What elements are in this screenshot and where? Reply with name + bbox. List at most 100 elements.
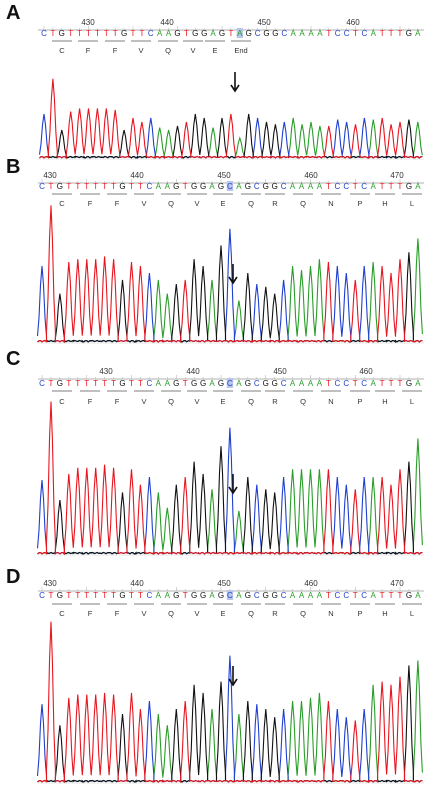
panel-c: C 430 440 450 460 C T G T T T T T T G T T C A A G T G G A G C A G C G… (0, 348, 428, 564)
base-letter: C (227, 379, 233, 388)
base-letter: A (165, 591, 171, 600)
trace-t (37, 205, 423, 344)
base-letter: A (156, 379, 162, 388)
base-letter: T (398, 29, 403, 38)
amino-acid-label: F (88, 199, 93, 208)
ruler-label: 440 (130, 579, 144, 588)
base-letter: C (147, 379, 153, 388)
base-letter: A (210, 29, 216, 38)
base-letter: A (299, 29, 305, 38)
base-letter: G (218, 379, 224, 388)
ruler-label: 450 (257, 18, 271, 27)
base-letter: T (93, 182, 98, 191)
amino-acid-label: H (382, 397, 387, 406)
base-letter: C (343, 182, 349, 191)
base-letter: G (272, 29, 278, 38)
amino-acid-label: L (410, 199, 414, 208)
base-letter: C (39, 591, 45, 600)
base-letter: T (183, 182, 188, 191)
base-letter: C (148, 29, 154, 38)
base-letter: T (326, 29, 331, 38)
ruler-label: 430 (43, 171, 57, 180)
base-letter: G (119, 591, 125, 600)
amino-acid-label: C (59, 609, 65, 618)
base-letter: A (290, 182, 296, 191)
base-letter: T (353, 29, 358, 38)
ruler-label: 430 (81, 18, 95, 27)
amino-acid-label: L (410, 397, 414, 406)
base-letter: C (255, 29, 261, 38)
base-letter: G (218, 182, 224, 191)
base-letter: A (370, 379, 376, 388)
base-letter: G (57, 591, 63, 600)
base-letter: T (84, 379, 89, 388)
base-letter: G (263, 29, 269, 38)
trace-c (36, 228, 423, 344)
trace-a (37, 438, 423, 556)
panel-label-a: A (6, 2, 21, 24)
base-letter: G (173, 182, 179, 191)
base-letter: G (191, 591, 197, 600)
ruler-label: 430 (99, 367, 113, 376)
base-letter: C (39, 182, 45, 191)
base-letter: G (173, 379, 179, 388)
base-letter: G (174, 29, 180, 38)
ruler-label: 470 (390, 579, 404, 588)
base-letter: A (209, 591, 215, 600)
base-letter: T (183, 591, 188, 600)
base-letter: T (389, 182, 394, 191)
base-letter: C (147, 182, 153, 191)
base-letter: T (389, 591, 394, 600)
base-letter: A (308, 29, 314, 38)
base-letter: C (362, 29, 368, 38)
amino-acid-label: Q (248, 609, 254, 618)
base-letter: T (228, 29, 233, 38)
base-letter: T (380, 182, 385, 191)
base-letter: T (398, 379, 403, 388)
base-letter: G (173, 591, 179, 600)
base-letter: T (75, 182, 80, 191)
base-letter: T (104, 29, 109, 38)
amino-acid-label: Q (300, 609, 306, 618)
base-letter: T (66, 182, 71, 191)
base-letter: C (254, 379, 260, 388)
trace-g (37, 665, 423, 784)
trace-a (37, 238, 423, 344)
base-letter: T (93, 591, 98, 600)
base-letter: G (191, 182, 197, 191)
base-letter: G (245, 379, 251, 388)
base-letter: A (308, 379, 314, 388)
trace-t (37, 621, 423, 784)
base-letter: G (272, 591, 278, 600)
base-letter: C (39, 379, 45, 388)
panel-a: A 430 440 450 460 C T G T T T T T T G T T C A A G T G G A G T A G C G… (0, 2, 428, 198)
amino-acid-label: F (113, 46, 118, 55)
base-letter: T (380, 591, 385, 600)
base-letter: T (50, 29, 55, 38)
base-letter: G (406, 29, 412, 38)
base-letter: T (111, 591, 116, 600)
base-letter: G (200, 591, 206, 600)
base-letter: C (281, 591, 287, 600)
amino-acid-label: V (194, 609, 199, 618)
base-letter: T (49, 591, 54, 600)
base-letter: G (59, 29, 65, 38)
amino-acid-label: P (357, 397, 362, 406)
base-letter: A (166, 29, 172, 38)
base-letter: A (371, 29, 377, 38)
amino-acid-label: Q (300, 199, 306, 208)
base-letter: T (84, 182, 89, 191)
panel-d: D 430 440 450 460 470 C T G T T T T T T G T T C A A G T G G A G C A… (0, 566, 428, 797)
base-letter: T (49, 182, 54, 191)
amino-acid-label: Q (248, 397, 254, 406)
base-letter: T (66, 379, 71, 388)
base-letter: T (111, 379, 116, 388)
amino-acid-label: C (59, 199, 65, 208)
ruler-label: 460 (304, 171, 318, 180)
base-letter: A (415, 182, 421, 191)
base-letter: C (227, 182, 233, 191)
amino-acid-label: L (410, 609, 414, 618)
base-letter: C (361, 182, 367, 191)
base-letter: C (343, 379, 349, 388)
base-letter: T (353, 182, 358, 191)
